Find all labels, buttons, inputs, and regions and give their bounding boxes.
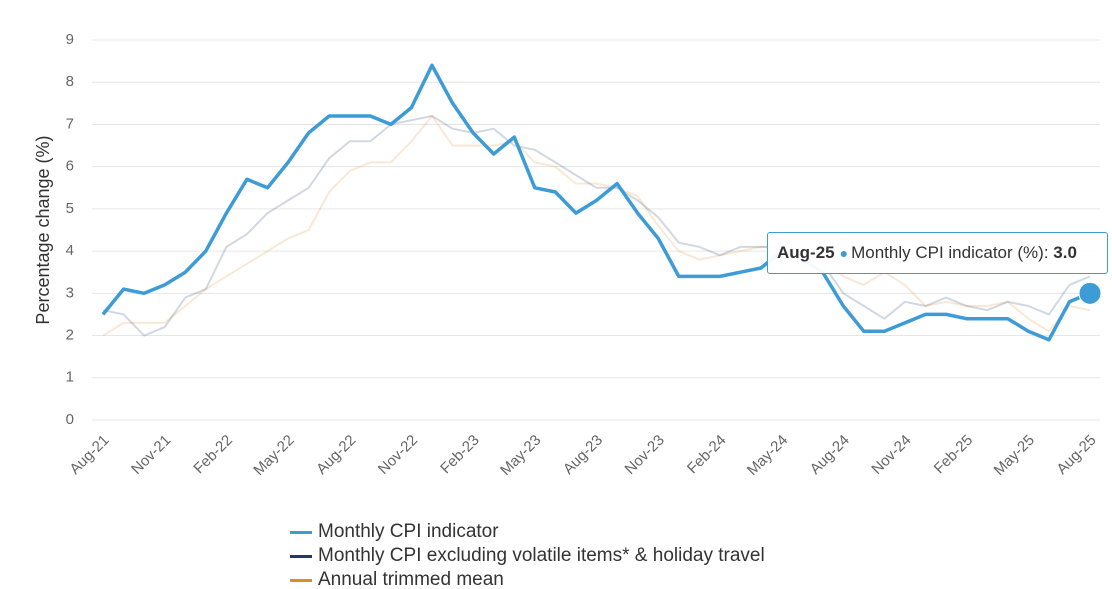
y-tick-label: 9 [66,31,74,48]
tooltip-category: Aug-25 [777,243,835,262]
legend-item[interactable]: Annual trimmed mean [290,568,765,589]
x-tick-label: Feb-22 [190,432,236,478]
y-tick-label: 4 [66,242,74,259]
x-tick-label: May-24 [744,432,791,479]
x-tick-label: Nov-24 [868,432,914,478]
x-tick-label: Aug-24 [807,432,853,478]
x-tick-label: Nov-22 [375,432,421,478]
y-tick-label: 8 [66,73,74,90]
legend-label: Monthly CPI indicator [318,521,499,542]
x-tick-label: Feb-25 [931,432,977,478]
hover-point [1078,281,1102,305]
series-line [102,115,1091,337]
x-tick-label: Aug-21 [66,432,112,478]
x-tick-label: Aug-23 [560,432,606,478]
series-line [101,63,1091,342]
x-tick-label: May-22 [250,432,297,479]
legend-item[interactable]: Monthly CPI excluding volatile items* & … [290,544,765,568]
x-tick-label: May-23 [497,432,544,479]
legend-swatch [290,554,312,558]
tooltip-dot: ● [839,245,849,261]
y-tick-label: 6 [66,158,74,175]
x-tick-label: Aug-25 [1053,432,1099,478]
tooltip-value: 3.0 [1053,243,1077,262]
x-tick-label: Aug-22 [313,432,359,478]
tooltip-label: Monthly CPI indicator (%): [851,243,1049,262]
x-tick-label: Feb-23 [437,432,483,478]
y-tick-label: 3 [66,284,74,301]
tooltip: Aug-25 ● Monthly CPI indicator (%): 3.0 [767,232,1108,274]
y-tick-label: 1 [66,369,74,386]
legend-item[interactable]: Monthly CPI indicator [290,520,765,544]
y-tick-label: 2 [66,327,74,344]
x-tick-label: Feb-24 [684,432,730,478]
x-tick-label: May-25 [991,432,1038,479]
y-tick-label: 7 [66,115,74,132]
legend-label: Annual trimmed mean [318,569,504,589]
x-tick-label: Nov-23 [622,432,668,478]
legend: Monthly CPI indicator Monthly CPI excludi… [290,520,765,589]
y-axis-title: Percentage change (%) [33,135,53,324]
legend-swatch [290,578,312,582]
x-tick-label: Nov-21 [128,432,174,478]
y-tick-label: 0 [66,411,74,428]
chart: Percentage change (%) 0 1 2 3 4 5 6 7 8 9 Aug-21 No… [33,31,1102,479]
series-line [102,115,1091,337]
y-tick-label: 5 [66,200,74,217]
legend-label: Monthly CPI excluding volatile items* & … [318,545,765,566]
legend-swatch [290,530,312,534]
